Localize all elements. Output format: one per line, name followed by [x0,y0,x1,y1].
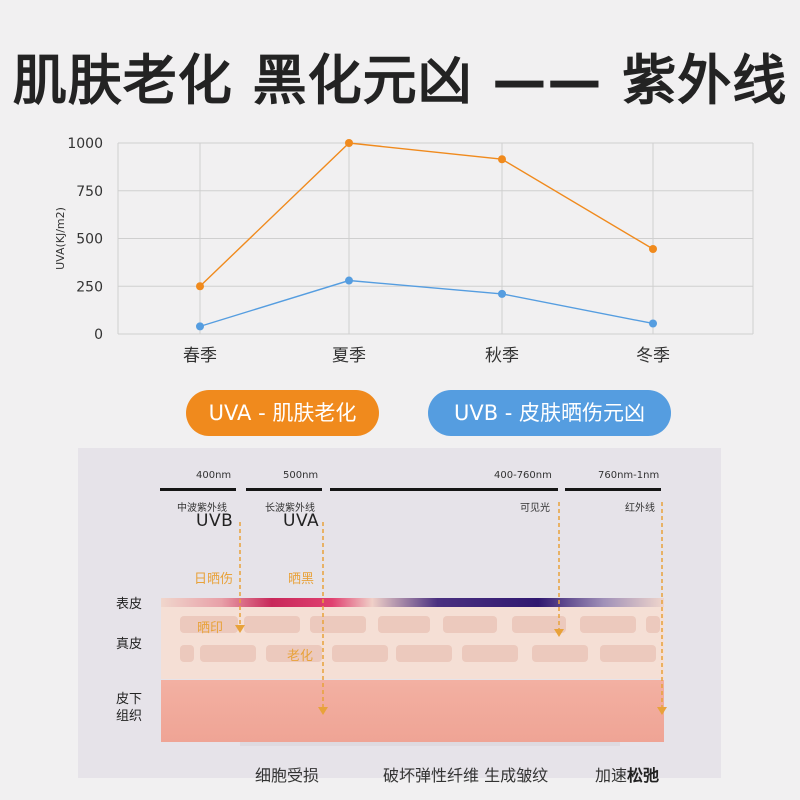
bottom-label-bold: 松弛 [627,766,660,785]
wavelength-label: 400-760nm [494,470,552,481]
effect-label: 晒印 [197,621,224,636]
data-point [345,276,353,285]
effect-label: 日晒伤 [194,572,234,587]
series-line-0 [199,142,654,287]
ray-name: 中波紫外线 [177,503,227,514]
effect-label: 晒黑 [288,572,315,587]
bottom-label-wrinkles: 破坏弹性纤维 生成皱纹 [383,766,549,785]
ray-name: 长波紫外线 [265,503,315,514]
bottom-label-prefix: 加速 [595,766,628,785]
wavelength-bar [565,488,661,491]
dermis-cell [378,616,430,633]
ray-arrow-head [235,625,245,633]
x-tick-label: 秋季 [485,346,519,366]
wavelength-bar [160,488,236,491]
data-point [649,319,657,328]
layer-label-epidermis: 表皮 [116,597,143,612]
ray-name: 可见光 [520,503,550,514]
y-tick-label: 250 [76,279,103,295]
dermis-cell [532,645,588,662]
dermis-cell [180,645,194,662]
subcutis-layer [161,680,664,742]
y-axis-label: UVA(KJ/m2) [54,207,67,270]
x-tick-label: 夏季 [332,346,366,366]
effect-label: 老化 [287,649,314,664]
y-tick-label: 750 [76,184,103,200]
epidermis-layer [161,598,664,607]
dermis-cell [310,616,366,633]
data-point [498,155,506,164]
layer-label-subcutis-2: 组织 [116,709,143,724]
wavelength-label: 500nm [283,470,319,481]
x-tick-label: 冬季 [636,346,670,366]
dermis-cell [646,616,660,633]
dermis-cell [180,616,238,633]
layer-label-subcutis: 皮下 [116,692,143,707]
x-tick-label: 春季 [183,346,217,366]
dermis-cell [600,645,656,662]
dermis-cell [244,616,300,633]
bottom-label-cell-damage: 细胞受损 [255,766,320,785]
wavelength-bar [246,488,322,491]
bottom-label-sagging: 加速松弛 [595,762,659,786]
ray-code-uva: UVA [283,511,320,531]
data-point [649,245,657,254]
y-tick-label: 500 [76,232,103,248]
data-point [345,139,353,147]
dermis-cell [462,645,518,662]
ray-arrow-head [318,707,328,715]
ray-name: 红外线 [625,503,655,514]
dermis-cell [396,645,452,662]
layer-shadow [240,742,620,746]
ray-arrow-head [657,707,667,715]
y-tick-label: 1000 [67,136,103,152]
data-point [196,282,204,291]
wavelength-bar [330,488,558,491]
dermis-cell [580,616,636,633]
layer-label-dermis: 真皮 [116,637,143,652]
ray-code-uvb: UVB [196,511,234,531]
uva-legend-pill: UVA - 肌肤老化 [186,390,379,436]
dermis-cell [332,645,388,662]
y-tick-label: 0 [94,327,103,343]
dermis-cell [200,645,256,662]
data-point [196,322,204,331]
uv-line-chart: 0 250 500 750 1000 春季 夏季 秋季 冬季 UVA(KJ/m2) [54,136,754,366]
wavelength-label: 400nm [196,470,232,481]
wavelength-label: 760nm-1nm [598,470,660,481]
series-line-1 [199,279,654,328]
uvb-legend-pill: UVB - 皮肤晒伤元凶 [428,390,671,436]
page-title: 肌肤老化 黑化元凶 —— 紫外线 [12,49,788,112]
ray-arrow-head [554,629,564,637]
dermis-cell [266,645,322,662]
dermis-cell [443,616,497,633]
dermis-cell [512,616,566,633]
data-point [498,289,506,298]
